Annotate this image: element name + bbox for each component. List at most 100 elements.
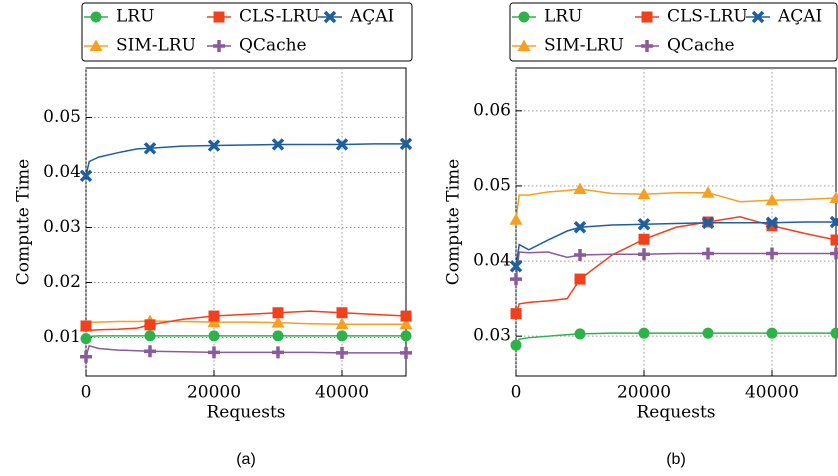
marker: [400, 346, 412, 359]
y-tick-label: 0.03: [473, 326, 511, 346]
marker: [271, 316, 285, 328]
y-tick-label: 0.02: [43, 272, 81, 292]
caption: (b): [666, 451, 686, 468]
marker: [829, 191, 838, 203]
marker: [271, 138, 285, 151]
legend-marker: [641, 11, 653, 23]
marker: [272, 330, 284, 342]
legend-marker: [213, 11, 225, 23]
marker: [272, 346, 284, 359]
plot-frame: [85, 67, 407, 377]
marker: [509, 213, 523, 225]
legend-label: AÇAI: [349, 7, 394, 27]
marker: [637, 187, 651, 200]
marker: [336, 346, 348, 359]
marker: [510, 273, 522, 286]
marker: [510, 308, 522, 320]
x-tick-label: 40000: [745, 383, 799, 403]
marker: [638, 248, 650, 261]
marker: [701, 216, 715, 229]
series-line: [85, 320, 406, 327]
marker: [765, 193, 779, 206]
y-tick-label: 0.01: [43, 327, 81, 347]
marker: [79, 169, 93, 183]
marker: [399, 137, 413, 151]
marker: [830, 247, 838, 260]
marker: [765, 216, 779, 229]
y-tick-label: 0.04: [473, 251, 511, 271]
marker: [80, 320, 92, 332]
y-axis-label: Compute Time: [444, 159, 464, 285]
y-tick-label: 0.06: [473, 100, 511, 120]
marker: [272, 307, 284, 319]
legend-label: LRU: [116, 7, 154, 27]
x-tick-label: 20000: [187, 383, 241, 403]
marker: [637, 218, 651, 231]
marker: [702, 327, 714, 339]
marker: [573, 221, 587, 234]
x-tick-label: 40000: [315, 383, 369, 403]
legend-label: QCache: [667, 36, 735, 56]
series-line: [85, 143, 406, 176]
marker: [400, 330, 412, 342]
y-tick-label: 0.04: [43, 162, 81, 182]
series-line: [515, 215, 837, 314]
marker: [143, 142, 157, 155]
legend-label: CLS-LRU: [667, 7, 748, 27]
marker: [702, 247, 714, 260]
x-tick-label: 0: [81, 383, 92, 403]
marker: [208, 346, 220, 359]
marker: [335, 317, 349, 330]
legend-label: SIM-LRU: [544, 36, 624, 56]
marker: [830, 327, 838, 339]
marker: [80, 350, 92, 363]
marker: [766, 327, 778, 339]
marker: [207, 139, 221, 152]
legend-label: CLS-LRU: [239, 7, 320, 27]
y-axis-label: Compute Time: [14, 159, 34, 285]
marker: [80, 333, 92, 345]
legend-label: LRU: [544, 7, 582, 27]
y-tick-label: 0.05: [43, 107, 81, 127]
legend-marker: [89, 39, 103, 51]
y-tick-label: 0.03: [43, 217, 81, 237]
marker: [574, 273, 586, 285]
series-line: [515, 332, 836, 346]
legend-marker: [751, 10, 765, 24]
legend-label: AÇAI: [777, 7, 822, 27]
x-axis-label: Requests: [636, 403, 715, 423]
x-tick-label: 20000: [617, 383, 671, 403]
legend-label: SIM-LRU: [116, 36, 196, 56]
marker: [701, 186, 715, 198]
marker: [766, 247, 778, 260]
marker: [766, 220, 778, 232]
marker: [144, 330, 156, 342]
marker: [335, 138, 349, 151]
x-tick-label: 0: [511, 383, 522, 403]
series-line: [85, 344, 406, 357]
x-axis-label: Requests: [206, 403, 285, 423]
legend-marker: [213, 40, 225, 52]
marker: [208, 310, 220, 322]
series-line: [515, 188, 837, 220]
legend-marker: [90, 11, 102, 23]
series-line: [515, 251, 836, 280]
series-line: [515, 221, 836, 267]
series-line: [85, 310, 407, 332]
marker: [144, 345, 156, 358]
marker: [510, 339, 522, 351]
marker: [208, 330, 220, 342]
legend-marker: [641, 40, 653, 52]
marker: [336, 330, 348, 342]
marker: [574, 328, 586, 340]
legend-marker: [518, 11, 530, 23]
legend-marker: [517, 39, 531, 51]
marker: [400, 310, 412, 322]
marker: [509, 260, 523, 273]
marker: [829, 215, 838, 229]
marker: [399, 317, 413, 330]
marker: [830, 234, 838, 246]
marker: [573, 182, 587, 194]
marker: [638, 233, 650, 245]
